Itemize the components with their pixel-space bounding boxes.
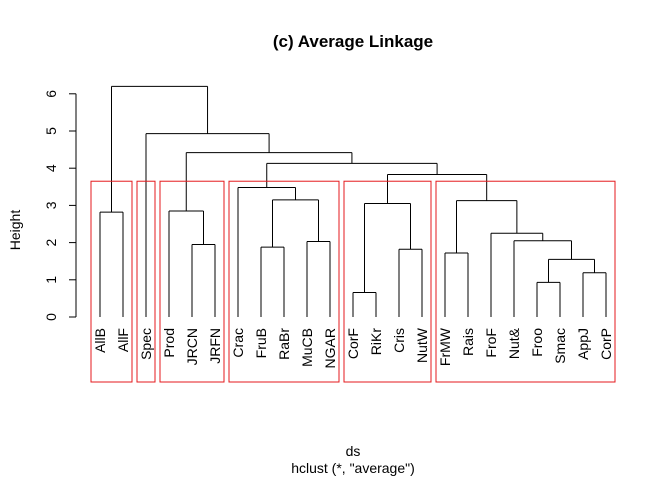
y-tick-label: 0: [43, 313, 59, 321]
y-tick-label: 6: [43, 90, 59, 98]
leaf-label: MuCB: [299, 328, 315, 367]
cluster-rectangles: [90, 180, 616, 383]
leaf-label: NutW: [414, 327, 430, 363]
cluster-rect: [228, 180, 340, 383]
leaf-label: AllB: [92, 328, 108, 353]
y-axis-label: Height: [7, 210, 23, 251]
leaf-label: Nut&: [506, 327, 522, 359]
leaf-label: AllF: [115, 328, 131, 352]
y-tick-label: 2: [43, 238, 59, 246]
leaf-label: RiKr: [368, 328, 384, 356]
chart-title: (c) Average Linkage: [273, 32, 433, 51]
y-axis: 0 1 2 3 4 5 6: [43, 90, 77, 321]
y-tick-label: 1: [43, 276, 59, 284]
leaf-label: RaBr: [276, 328, 292, 360]
leaf-label: JRFN: [207, 328, 223, 364]
leaf-label: Prod: [161, 328, 177, 358]
leaf-label: CorF: [345, 328, 361, 359]
leaf-label: Smac: [552, 328, 568, 364]
cluster-rect: [435, 180, 616, 383]
leaf-label: FrMW: [437, 327, 453, 366]
leaf-label: FroF: [483, 328, 499, 358]
cluster-rect: [343, 180, 432, 383]
leaf-label: AppJ: [575, 328, 591, 360]
dendrogram-tree: [99, 85, 607, 317]
chart-subtitle: hclust (*, "average"): [291, 460, 415, 476]
cluster-rect: [136, 180, 156, 383]
leaf-label: NGAR: [322, 328, 338, 368]
leaf-label: Crac: [230, 328, 246, 358]
y-tick-label: 3: [43, 201, 59, 209]
leaf-label: FruB: [253, 328, 269, 358]
leaf-labels: AllB AllF Spec Prod JRCN JRFN Crac FruB RaBr MuCB…: [92, 327, 614, 368]
y-tick-label: 4: [43, 164, 59, 172]
leaf-label: Cris: [391, 328, 407, 353]
leaf-label: Rais: [460, 328, 476, 356]
leaf-label: CorP: [598, 328, 614, 360]
cluster-rect: [90, 180, 133, 383]
leaf-label: JRCN: [184, 328, 200, 365]
cluster-rect: [159, 180, 225, 383]
y-tick-label: 5: [43, 127, 59, 135]
leaf-label: Spec: [138, 328, 154, 360]
x-axis-label: ds: [346, 443, 361, 459]
leaf-label: Froo: [529, 328, 545, 357]
